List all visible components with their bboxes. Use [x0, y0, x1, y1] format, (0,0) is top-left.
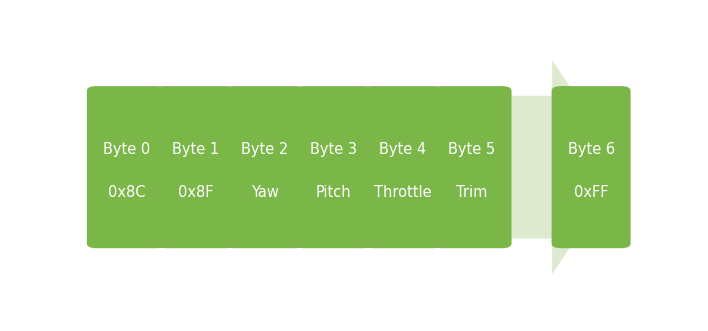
FancyBboxPatch shape [295, 86, 373, 248]
Text: 0x8C: 0x8C [108, 185, 145, 200]
FancyBboxPatch shape [552, 86, 631, 248]
Text: Byte 5: Byte 5 [448, 142, 496, 157]
Text: Byte 6: Byte 6 [568, 142, 615, 157]
FancyBboxPatch shape [156, 86, 235, 248]
Text: Byte 0: Byte 0 [103, 142, 150, 157]
Text: Yaw: Yaw [251, 185, 278, 200]
Text: 0xFF: 0xFF [574, 185, 608, 200]
Polygon shape [99, 60, 624, 274]
Text: Byte 2: Byte 2 [241, 142, 288, 157]
FancyBboxPatch shape [433, 86, 512, 248]
Text: Trim: Trim [457, 185, 488, 200]
Text: Byte 4: Byte 4 [379, 142, 426, 157]
Text: Byte 3: Byte 3 [310, 142, 358, 157]
FancyBboxPatch shape [225, 86, 304, 248]
Text: 0x8F: 0x8F [178, 185, 213, 200]
FancyBboxPatch shape [87, 86, 166, 248]
Text: Pitch: Pitch [316, 185, 352, 200]
Text: Byte 1: Byte 1 [172, 142, 219, 157]
Text: Throttle: Throttle [374, 185, 432, 200]
FancyBboxPatch shape [363, 86, 442, 248]
